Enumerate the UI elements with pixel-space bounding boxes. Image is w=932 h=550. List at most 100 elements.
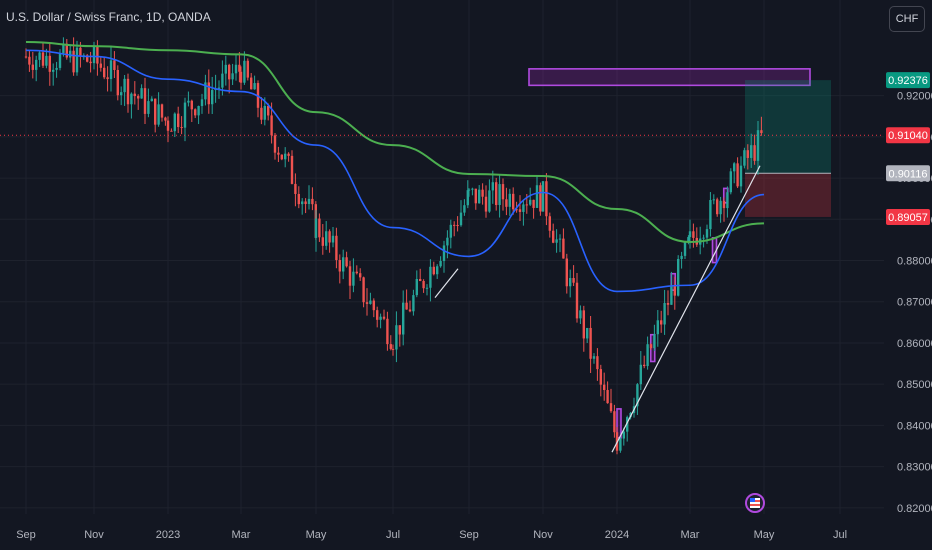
candle-body [338,260,341,272]
candle-body [239,71,243,83]
candle-body [466,190,469,206]
candle-body [729,171,732,193]
candle-body [45,55,48,66]
time-tick-label: 2023 [156,529,180,541]
candle-body [589,327,592,359]
price-axis[interactable]: 0.920000.910000.900000.890000.880000.870… [897,91,932,515]
candle-body [287,153,290,156]
candle-body [746,150,749,158]
candle-body [677,258,680,296]
trendlines[interactable] [434,165,761,453]
candle-body [260,107,263,120]
candle-body [348,266,352,286]
candle-body [535,185,539,208]
candle-body [712,199,715,201]
candle-body [224,64,227,74]
candle-body [518,209,522,212]
candle-body [501,184,505,200]
candle-body [756,130,760,161]
candle-body [529,199,532,205]
candle-body [552,230,555,243]
candle-body [539,185,542,212]
candle-body [541,181,545,212]
candle-body [62,43,65,54]
candle-body [28,56,31,65]
candle-body [663,303,666,325]
candle-body [123,78,126,93]
moving-averages [25,41,765,293]
candle-body [439,260,442,267]
candle-body [471,188,474,190]
trendline [434,268,459,298]
candle-body [133,93,136,97]
price-badge-label: 0.92376 [888,75,928,87]
candle-body [442,245,446,261]
candle-body [402,302,405,335]
candle-body [183,102,187,128]
candle-body [170,130,173,132]
candle-body [474,188,477,204]
candle-body [449,224,452,238]
candle-body [137,96,140,99]
candle-body [683,242,687,256]
candle-body [579,310,582,319]
candle-body [405,302,408,310]
candle-body [491,182,494,191]
candle-body [722,200,726,209]
candle-body [194,109,197,116]
slow-moving-average [25,41,765,243]
candle-body [321,237,324,246]
candle-body [733,163,736,172]
candle-body [456,225,459,227]
candle-body [65,43,68,58]
candle-body [204,82,207,100]
candle-body [359,273,362,278]
price-tick-label: 0.82000 [897,503,932,515]
us-flag-event-icon[interactable] [745,493,765,513]
candle-body [116,70,119,96]
candle-body [739,165,743,187]
candle-body [41,52,45,66]
candle-body [592,356,596,359]
candle-body [569,278,572,287]
candle-body [555,239,558,243]
candle-body [622,431,625,439]
candle-body [147,101,150,114]
candle-body [150,98,153,102]
candle-body [508,193,511,207]
candle-body [311,198,314,205]
candle-body [753,145,756,161]
candle-body [522,204,525,212]
candle-body [86,55,89,62]
currency-button[interactable]: CHF [889,6,925,32]
candle-body [572,278,575,283]
candle-body [386,318,389,345]
candle-body [673,286,676,296]
flag-stripe [750,504,760,506]
candle-body [52,69,55,72]
candle-body [419,279,422,281]
candle-body [243,60,246,83]
flag-canton [750,498,755,502]
candle-body [429,266,432,288]
candle-body [221,73,224,88]
candle-body [130,93,133,105]
candle-body [432,266,435,275]
candle-body [599,369,602,385]
price-badge-label: 0.91040 [888,130,928,142]
candle-body [352,271,355,286]
time-axis[interactable]: Sep Nov 2023 Mar May Jul Sep Nov 2024 Mar May Jul [16,529,847,541]
candle-body [688,231,692,238]
candle-body [653,334,656,349]
target-zone [745,80,831,174]
time-tick-label: Nov [84,529,104,541]
flag-field [750,498,760,508]
candle-body [619,438,622,451]
candle-body [284,153,287,160]
time-tick-label: Mar [232,529,251,541]
candle-body [231,73,234,80]
